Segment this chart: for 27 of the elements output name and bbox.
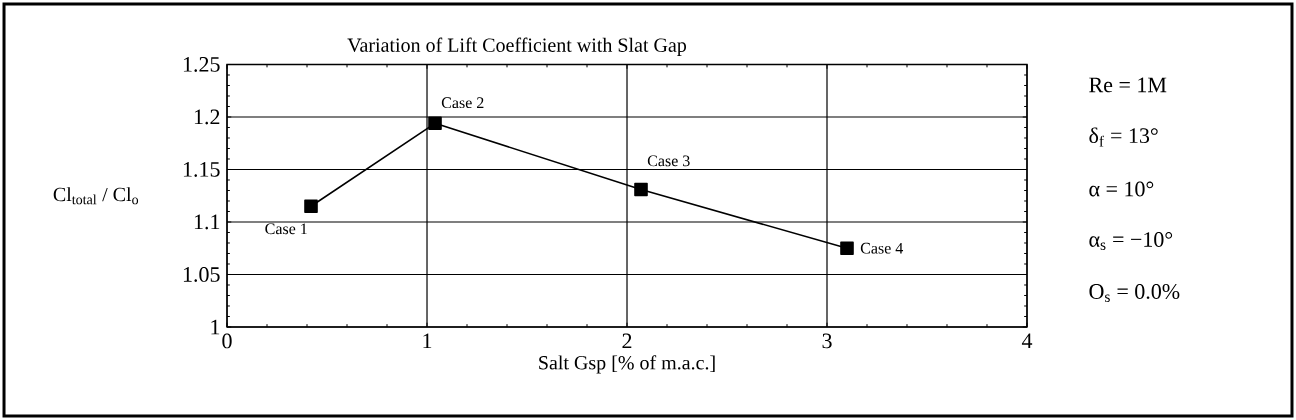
annotation: Case 3 xyxy=(647,155,690,167)
point xyxy=(428,116,442,131)
annotation: Case 4 xyxy=(860,242,904,254)
x-tick-label: 4 xyxy=(1021,333,1033,348)
x-tick-label: 2 xyxy=(622,333,632,349)
x-tick-label: 1 xyxy=(423,333,432,349)
y-axis-title: Cl$_{total}$ / Cl$_{o}$ xyxy=(53,187,139,205)
point xyxy=(304,199,318,214)
point xyxy=(634,182,648,197)
text: α$_{s}$ = −10° xyxy=(1089,232,1173,250)
y-tick-label: 1 xyxy=(211,319,220,335)
y-tick-label: 1.25 xyxy=(183,57,220,72)
y-tick-label: 1.15 xyxy=(183,162,220,177)
x-axis-title: Salt Gsp [% of m.a.c.] xyxy=(539,355,715,374)
y-tick-label: 1.05 xyxy=(183,267,220,282)
text: Re = 1M xyxy=(1089,77,1167,93)
point xyxy=(840,241,854,256)
text: O$_{s}$ = 0.0% xyxy=(1089,284,1180,302)
chart-title: Variation of Lift Coefficient with Slat Gap xyxy=(347,37,687,56)
annotation: Case 1 xyxy=(265,223,307,235)
text: δ$_{f}$ = 13° xyxy=(1089,127,1158,147)
y-tick-label: 1.2 xyxy=(194,109,220,125)
text: α = 10° xyxy=(1089,181,1154,197)
x-tick-label: 3 xyxy=(822,333,832,349)
x-tick-label: 0 xyxy=(222,333,232,349)
annotation: Case 2 xyxy=(441,97,484,109)
y-tick-label: 1.1 xyxy=(194,214,220,230)
